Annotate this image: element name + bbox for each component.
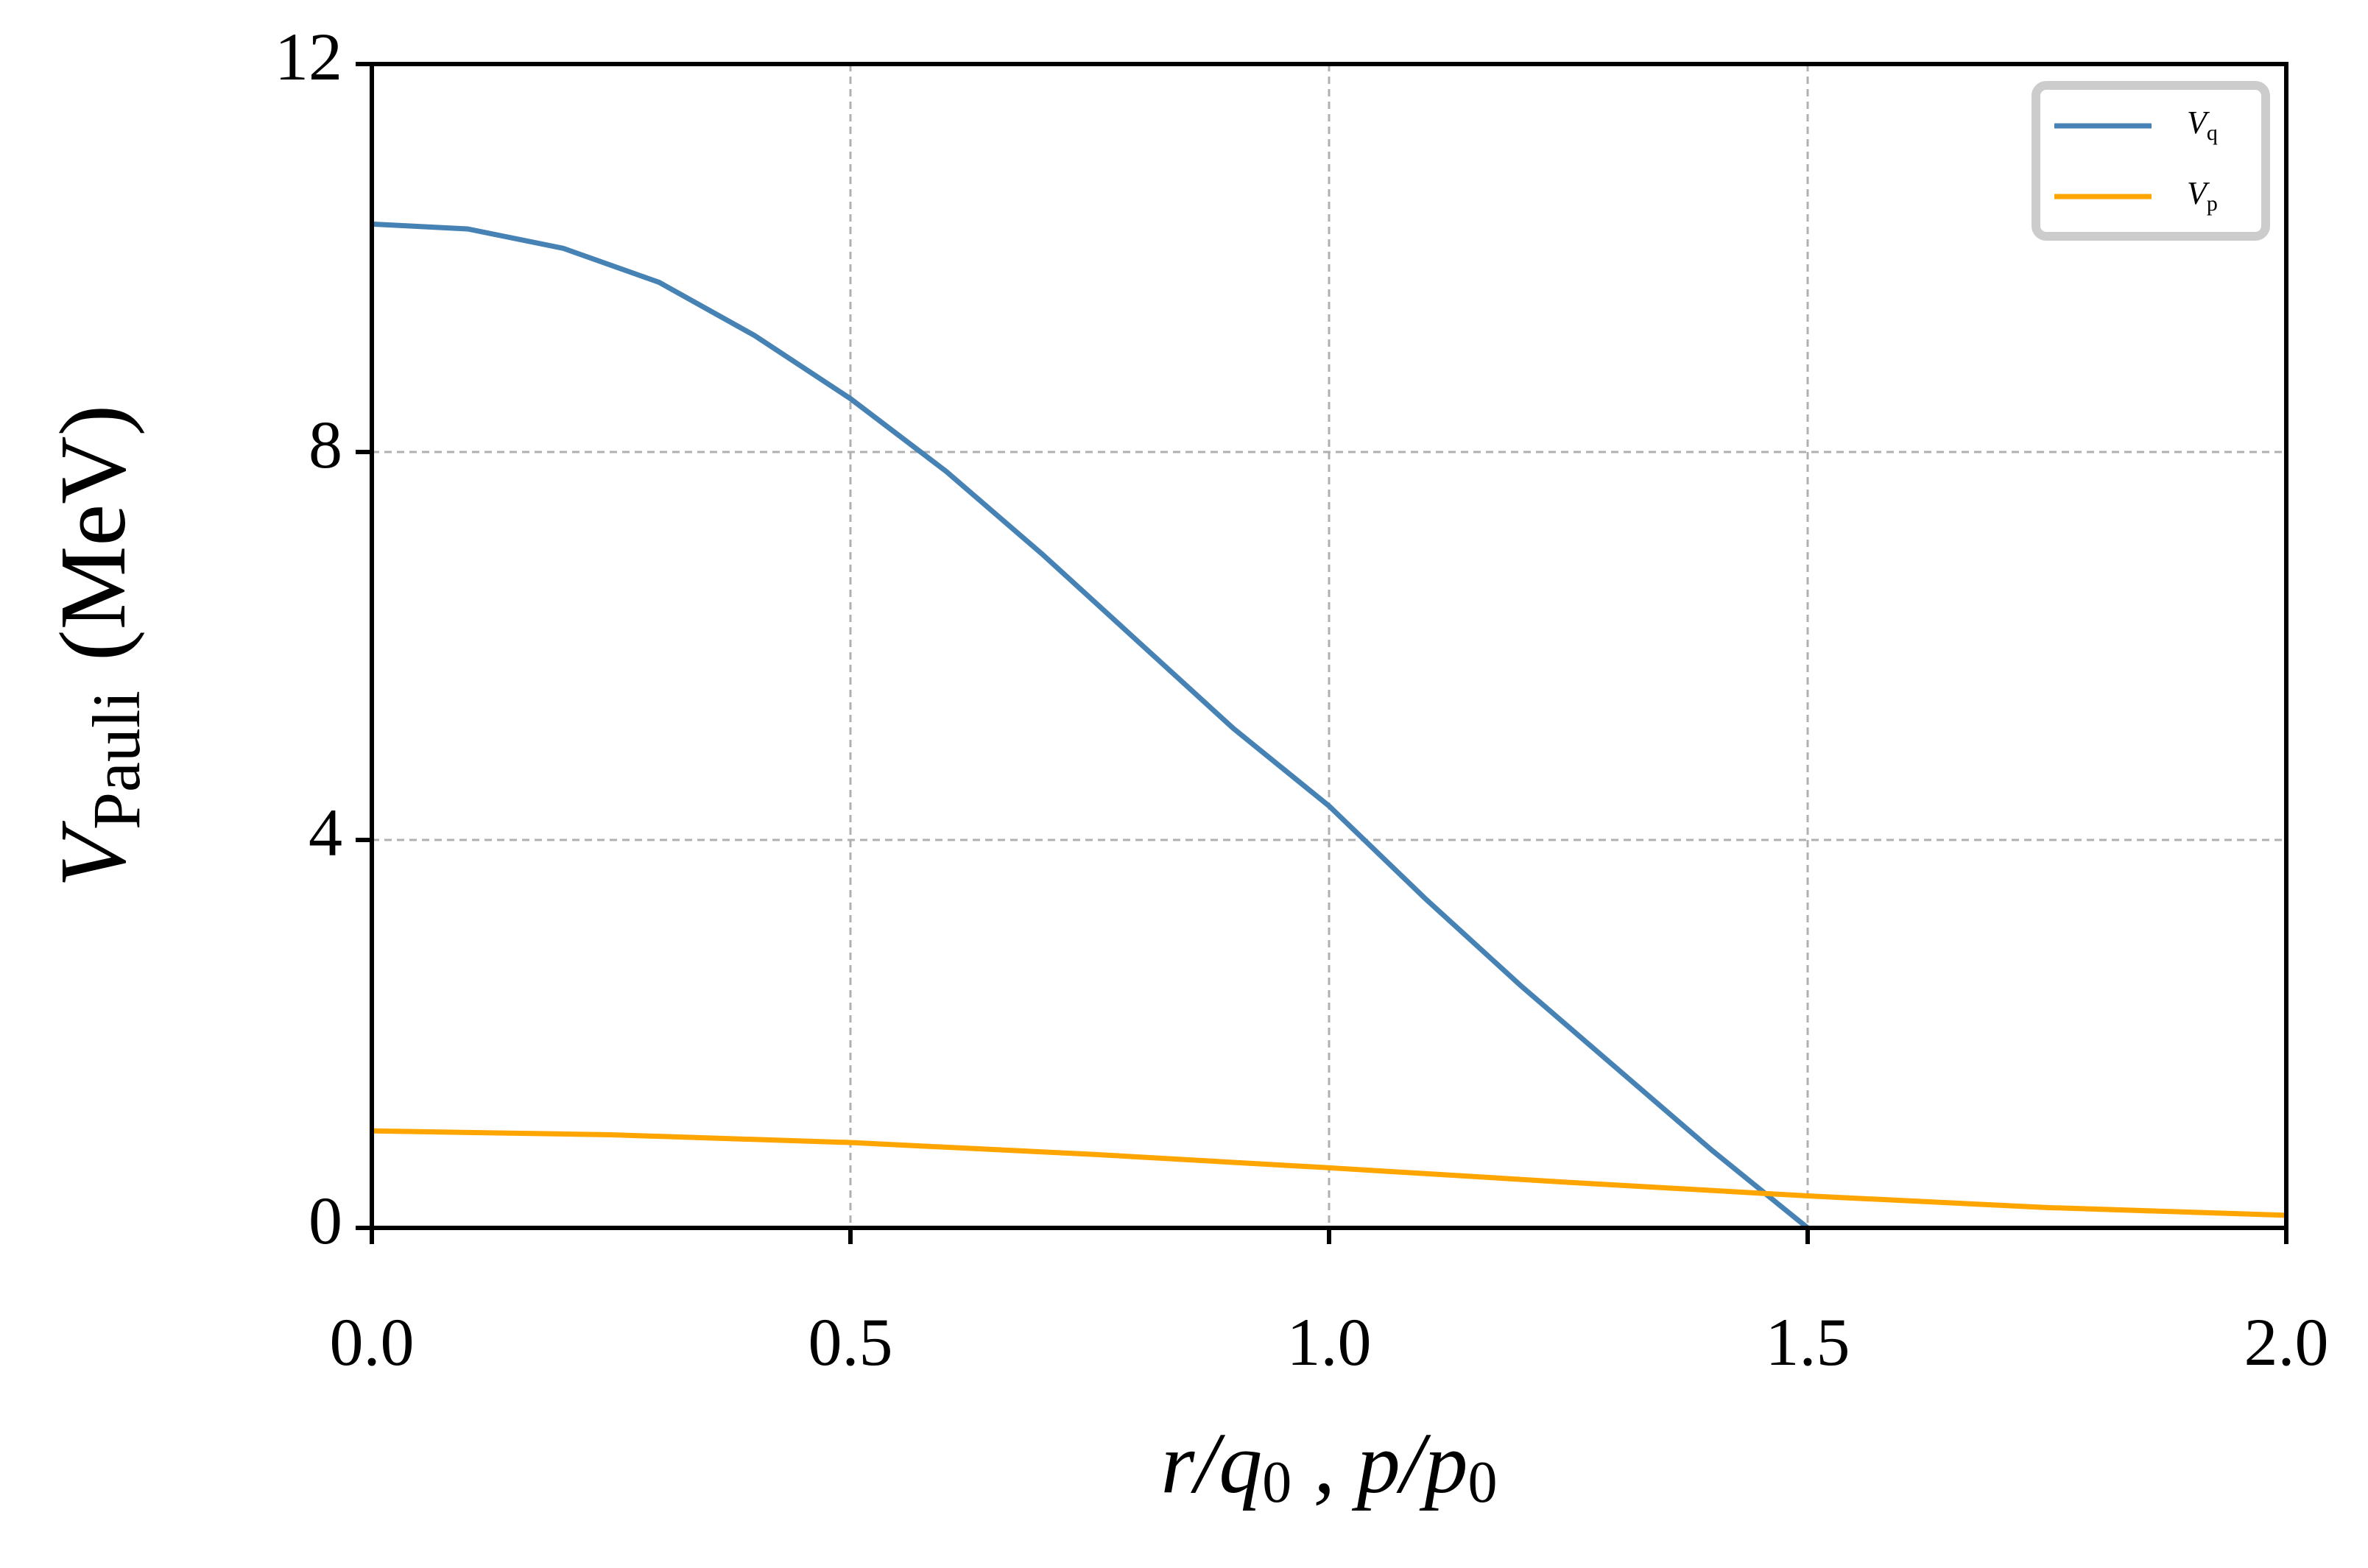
x-tick-label: 2.0 [2244, 1304, 2329, 1380]
plot-frame [370, 62, 2288, 1230]
y-axis-label: VPauli (MeV) [40, 405, 154, 888]
y-tick-label: 12 [275, 19, 342, 94]
x-axis-label: r/q0 , p/p0 [1160, 1415, 1497, 1515]
x-tick-label: 1.0 [1287, 1304, 1372, 1380]
x-label-part: , p/p [1292, 1415, 1467, 1511]
y-tick-label: 0 [309, 1183, 342, 1258]
series-line [371, 1128, 2287, 1218]
y-label-sub: Pauli [79, 691, 154, 830]
legend-label-sub: p [2207, 191, 2218, 216]
y-tick-label: 8 [309, 407, 342, 482]
legend-label: Vp [2187, 175, 2218, 216]
y-label-main: V [40, 820, 145, 887]
legend-label: Vq [2187, 105, 2218, 145]
x-tick-label: 0.5 [808, 1304, 893, 1380]
legend-label-sub: q [2207, 121, 2218, 145]
x-label-sub: 0 [1468, 1450, 1498, 1515]
legend-label-main: V [2187, 175, 2210, 211]
legend-label-main: V [2187, 105, 2210, 141]
y-tick-label: 4 [309, 795, 342, 870]
x-label-sub: 0 [1262, 1450, 1292, 1515]
y-label-unit: (MeV) [40, 405, 145, 661]
series-line [371, 221, 1810, 1230]
x-label-part: r/q [1160, 1415, 1262, 1511]
legend-box [2032, 81, 2270, 241]
x-tick-label: 0.0 [330, 1304, 415, 1380]
x-tick-label: 1.5 [1766, 1304, 1850, 1380]
